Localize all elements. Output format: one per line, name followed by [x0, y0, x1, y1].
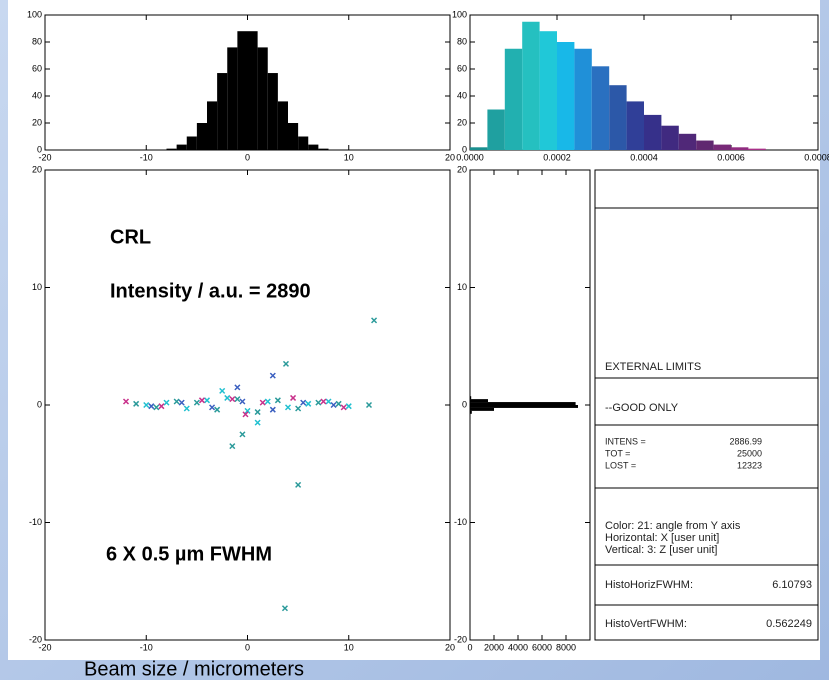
info-value: 2886.99 [729, 436, 762, 446]
y-tick-label: 80 [32, 36, 42, 46]
y-tick-label: 10 [457, 282, 467, 292]
x-tick-label: 8000 [556, 642, 576, 652]
y-tick-label: 0 [37, 399, 42, 409]
x-tick-label: 0.0004 [630, 152, 658, 162]
bar [298, 137, 308, 151]
bar [644, 115, 661, 150]
x-tick-label: 0.0002 [543, 152, 571, 162]
bar [470, 402, 576, 405]
y-tick-label: 20 [457, 117, 467, 127]
info-text: LOST = [605, 460, 636, 470]
x-tick-label: -10 [140, 642, 153, 652]
x-tick-label: 0 [245, 152, 250, 162]
bar [731, 147, 748, 150]
x-axis-label: Beam size / micrometers [84, 658, 304, 680]
y-tick-label: -20 [29, 634, 42, 644]
x-tick-label: -10 [140, 152, 153, 162]
bar [661, 126, 678, 150]
bar [714, 145, 731, 150]
info-text: TOT = [605, 448, 630, 458]
annotation: 6 X 0.5 µm FWHM [106, 543, 272, 565]
info-text: EXTERNAL LIMITS [605, 361, 701, 373]
bar [227, 47, 237, 150]
y-tick-label: 100 [452, 9, 467, 19]
y-tick-label: 60 [32, 63, 42, 73]
bar [470, 396, 471, 399]
bar [278, 101, 288, 150]
info-value: 25000 [737, 448, 762, 458]
y-tick-label: 40 [32, 90, 42, 100]
x-tick-label: 10 [344, 642, 354, 652]
y-tick-label: -20 [454, 634, 467, 644]
x-tick-label: 6000 [532, 642, 552, 652]
bar [470, 411, 472, 414]
info-value: 12323 [737, 460, 762, 470]
y-tick-label: 0 [37, 144, 42, 154]
info-value: 6.10793 [772, 579, 812, 591]
y-tick-label: 20 [32, 117, 42, 127]
x-tick-label: 4000 [508, 642, 528, 652]
bar [522, 22, 539, 150]
bar [248, 31, 258, 150]
bar [177, 145, 187, 150]
bar [237, 31, 247, 150]
y-tick-label: -10 [454, 517, 467, 527]
bar [197, 123, 207, 150]
y-tick-label: 0 [462, 399, 467, 409]
bar [470, 147, 487, 150]
info-text: Color: 21: angle from Y axis [605, 520, 741, 532]
y-tick-label: 60 [457, 63, 467, 73]
bar [557, 42, 574, 150]
y-tick-label: 100 [27, 9, 42, 19]
bar [318, 149, 328, 150]
bar [308, 145, 318, 150]
info-text: Vertical: 3: Z [user unit] [605, 544, 718, 556]
bar [505, 49, 522, 150]
bar [679, 134, 696, 150]
bar [288, 123, 298, 150]
x-tick-label: 20 [445, 152, 455, 162]
bar [609, 85, 626, 150]
y-tick-label: 10 [32, 282, 42, 292]
x-tick-label: 0.0000 [456, 152, 484, 162]
y-tick-label: 20 [457, 164, 467, 174]
info-text: INTENS = [605, 436, 646, 446]
info-text: Horizontal: X [user unit] [605, 532, 719, 544]
y-tick-label: 20 [32, 164, 42, 174]
x-tick-label: 0.0006 [717, 152, 745, 162]
annotation: Intensity / a.u. = 2890 [110, 280, 311, 302]
y-tick-label: -10 [29, 517, 42, 527]
bar [748, 149, 765, 150]
bar [268, 73, 278, 150]
bar [627, 101, 644, 150]
bar [217, 73, 227, 150]
x-tick-label: 0 [245, 642, 250, 652]
y-tick-label: 0 [462, 144, 467, 154]
x-tick-label: 0 [467, 642, 472, 652]
x-tick-label: 2000 [484, 642, 504, 652]
info-value: 0.562249 [766, 618, 812, 630]
bar [574, 49, 591, 150]
bar [207, 101, 217, 150]
bar [167, 149, 177, 150]
bar [258, 47, 268, 150]
info-text: HistoVertFWHM: [605, 618, 687, 630]
bar [470, 405, 578, 408]
annotation: CRL [110, 226, 151, 248]
x-tick-label: 10 [344, 152, 354, 162]
info-text: --GOOD ONLY [605, 402, 679, 414]
y-tick-label: 80 [457, 36, 467, 46]
bar [696, 141, 713, 150]
y-tick-label: 40 [457, 90, 467, 100]
bar [470, 408, 494, 411]
info-text: HistoHorizFWHM: [605, 579, 693, 591]
bar [592, 66, 609, 150]
bar [187, 137, 197, 151]
bar [470, 399, 488, 402]
bar [540, 31, 557, 150]
bar [487, 110, 504, 151]
